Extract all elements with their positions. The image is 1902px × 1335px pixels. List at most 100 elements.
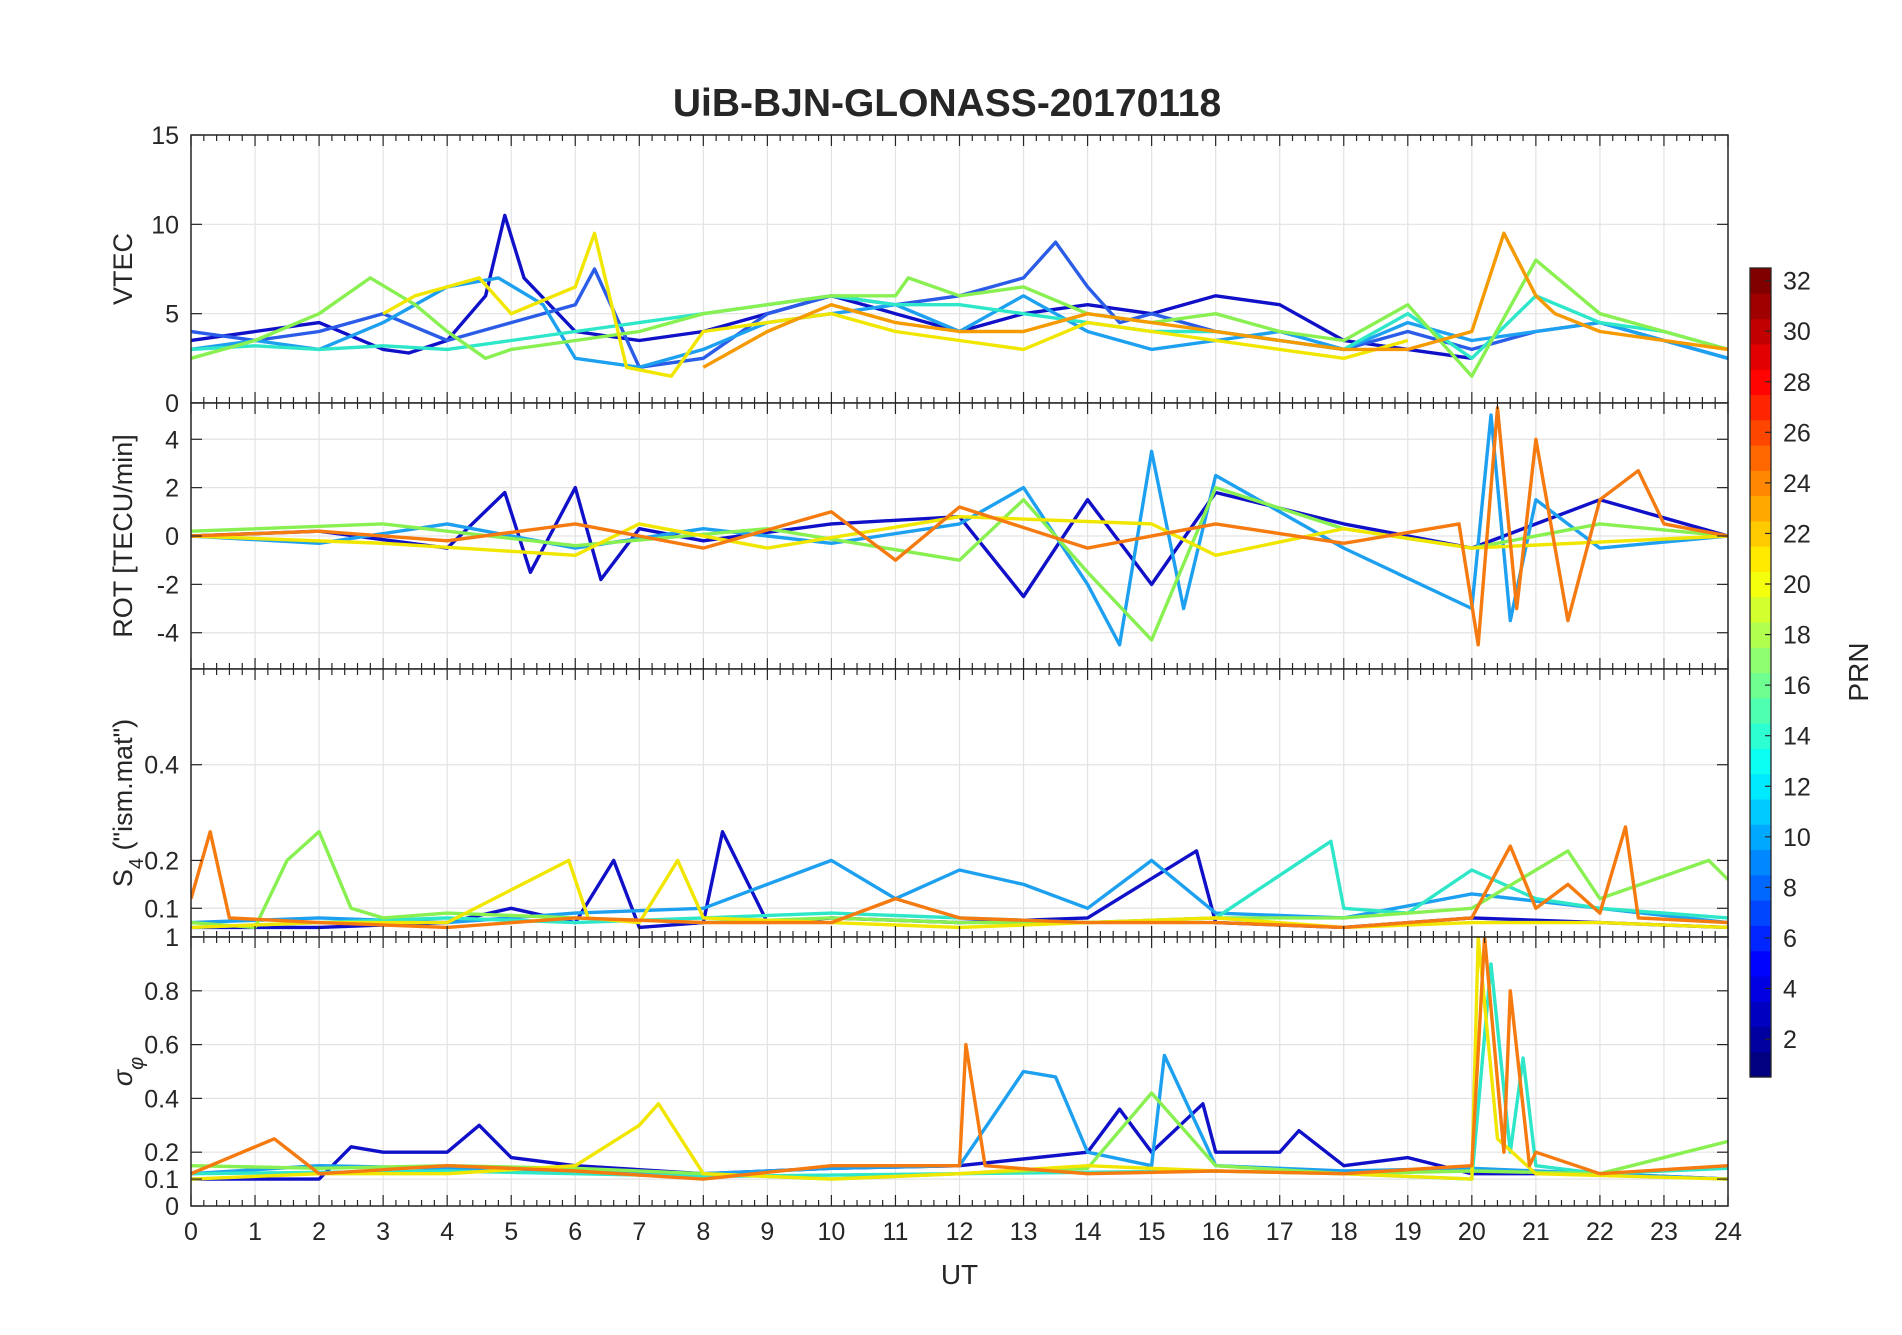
colorbar-cell: [1750, 950, 1771, 977]
colorbar-cell: [1750, 925, 1771, 952]
colorbar-tick-label: 26: [1783, 419, 1811, 447]
colorbar-tick-label: 30: [1783, 318, 1811, 346]
colorbar-tick-label: 24: [1783, 470, 1811, 498]
colorbar-cell: [1750, 293, 1771, 320]
colorbar-tick-label: 16: [1783, 672, 1811, 700]
series-line-7: [702, 231, 1728, 369]
y-axis-label: S4 ("ism.mat"): [108, 719, 148, 887]
y-tick-label: 1: [165, 924, 179, 952]
x-tick-label: 3: [376, 1218, 390, 1246]
colorbar-cell: [1750, 318, 1771, 345]
colorbar-tick-label: 14: [1783, 723, 1811, 751]
series-line-4: [191, 830, 1728, 930]
y-axis-label: ROT [TECU/min]: [108, 434, 138, 638]
x-tick-label: 11: [882, 1218, 908, 1246]
colorbar-tick-label: 20: [1783, 571, 1811, 599]
x-tick-label: 20: [1458, 1218, 1486, 1246]
panel-3: 0.1 0.2 0.4S4 ("ism.mat"): [108, 668, 1729, 938]
x-tick-label: 19: [1394, 1218, 1422, 1246]
colorbar-cell: [1750, 748, 1771, 775]
colorbar-cell: [1750, 900, 1771, 926]
colorbar-cell: [1750, 419, 1771, 446]
panel-1: 0 5 10 15 VTEC: [108, 122, 1729, 418]
colorbar-cell: [1750, 596, 1771, 623]
colorbar-tick-label: 28: [1783, 369, 1811, 397]
chart-title: UiB-BJN-GLONASS-20170118: [673, 82, 1221, 125]
y-tick-label: 5: [165, 301, 179, 329]
series-group: [191, 213, 1728, 378]
y-tick-label: 0.4: [144, 752, 179, 780]
colorbar-cell: [1750, 546, 1771, 572]
colorbar-cell: [1750, 723, 1771, 749]
series-line-4: [191, 294, 1728, 360]
y-tick-label: 0.1: [144, 1166, 179, 1194]
x-tick-label: 15: [1138, 1218, 1166, 1246]
x-tick-label: 10: [818, 1218, 846, 1246]
colorbar-cell: [1750, 571, 1771, 598]
x-tick-label: 4: [440, 1218, 454, 1246]
x-axis-label: UT: [941, 1259, 978, 1290]
x-tick-label: 9: [760, 1218, 774, 1246]
colorbar-tick-label: 12: [1783, 773, 1811, 801]
colorbar-tick-label: 18: [1783, 622, 1811, 650]
colorbar-cell: [1750, 647, 1771, 674]
colorbar-label: PRN: [1843, 642, 1874, 701]
colorbar-cell: [1750, 697, 1771, 724]
colorbar-cell: [1750, 1026, 1771, 1053]
colorbar-cell: [1750, 773, 1771, 800]
colorbar-cell: [1750, 798, 1771, 825]
colorbar-frame: [1749, 267, 1772, 1078]
series-line-1: [191, 213, 1473, 360]
x-tick-label: 0: [184, 1218, 198, 1246]
colorbar-cell: [1750, 849, 1771, 876]
x-tick-label: 21: [1522, 1218, 1550, 1246]
x-tick-label: 5: [504, 1218, 518, 1246]
y-tick-label: 2: [165, 475, 179, 503]
colorbar-cell: [1750, 824, 1771, 851]
colorbar-tick-label: 32: [1783, 268, 1811, 296]
x-tick-label: 17: [1266, 1218, 1294, 1246]
series-line-2: [191, 858, 1728, 925]
x-tick-label: 16: [1202, 1218, 1230, 1246]
colorbar-cell: [1750, 394, 1771, 421]
y-tick-label: 0: [165, 1193, 179, 1221]
x-tick-label: 2: [312, 1218, 326, 1246]
y-tick-label: 15: [151, 122, 179, 150]
x-tick-label: 24: [1714, 1218, 1742, 1246]
series-group: [191, 937, 1728, 1181]
colorbar-tick-label: 8: [1783, 874, 1797, 902]
panel-2: -4 -2 0 2 4 ROT [TECU/min]: [108, 402, 1729, 670]
series-line-1: [191, 485, 1728, 599]
series-line-5: [191, 406, 1728, 647]
x-tick-label: 22: [1586, 1218, 1614, 1246]
colorbar-cell: [1750, 1001, 1771, 1028]
colorbar-cell: [1750, 672, 1771, 699]
y-tick-label: 0: [165, 390, 179, 418]
x-tick-label: 12: [946, 1218, 974, 1246]
series-group: [191, 825, 1728, 930]
x-tick-label: 23: [1650, 1218, 1678, 1246]
colorbar-cell: [1750, 343, 1771, 370]
series-group: [191, 406, 1728, 647]
x-tick-label: 18: [1330, 1218, 1358, 1246]
x-tick-label: 8: [696, 1218, 710, 1246]
series-line-6: [191, 937, 1728, 1181]
colorbar-tick-label: 22: [1783, 520, 1811, 548]
y-axis-label: VTEC: [108, 233, 138, 305]
colorbar-cell: [1750, 1051, 1771, 1078]
colorbar-cell: [1750, 495, 1771, 522]
colorbar-cell: [1750, 520, 1771, 547]
y-tick-label: 0.2: [144, 1139, 179, 1167]
y-tick-label: 4: [165, 426, 179, 454]
x-tick-label: 7: [632, 1218, 646, 1246]
series-line-6: [191, 825, 1728, 930]
y-tick-label: 0.1: [144, 895, 179, 923]
y-tick-label: 10: [151, 211, 179, 239]
x-tick-label: 13: [1010, 1218, 1038, 1246]
series-line-5: [191, 858, 1728, 930]
colorbar-tick-label: 2: [1783, 1026, 1797, 1054]
